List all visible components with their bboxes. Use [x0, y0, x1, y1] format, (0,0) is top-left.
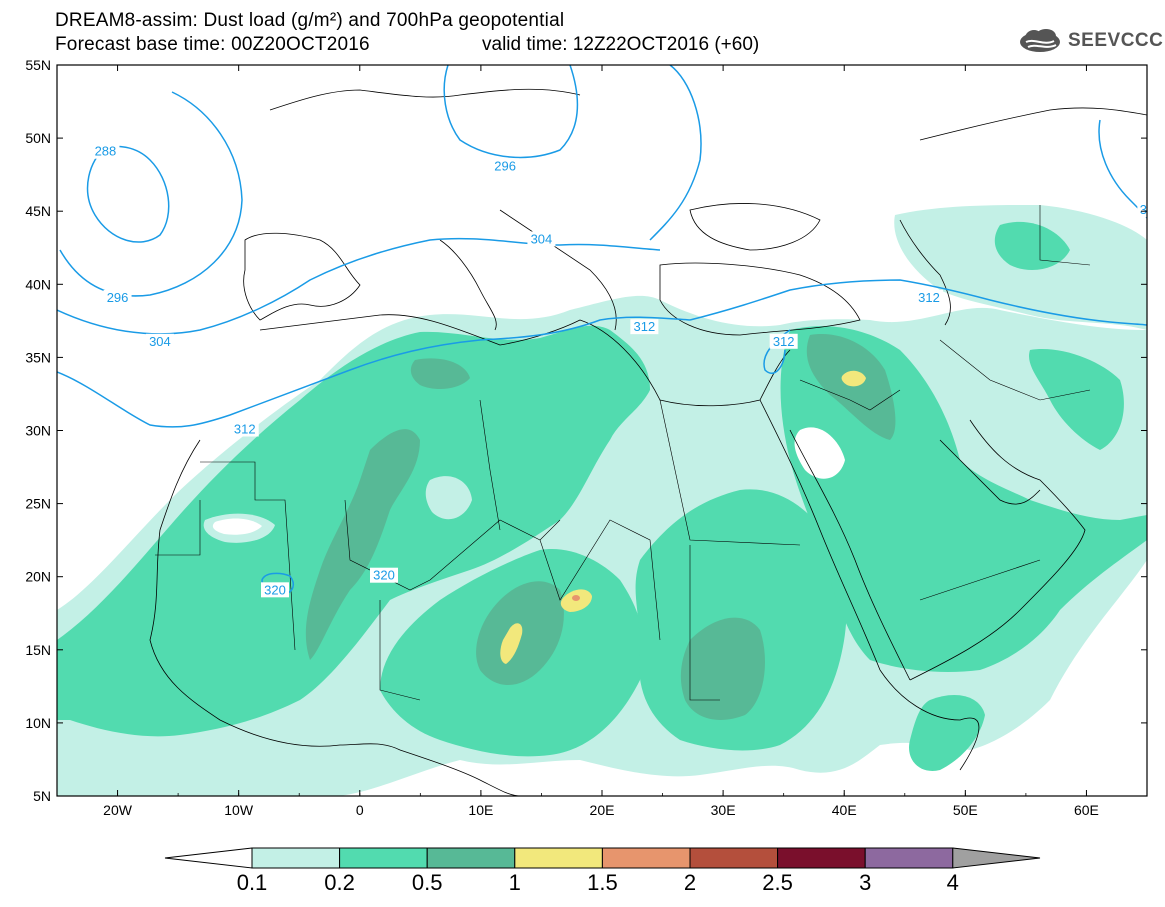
lon-tick-label: 50E — [953, 802, 978, 818]
colorbar-label: 1 — [509, 870, 521, 895]
contour-296-central — [443, 65, 579, 159]
lat-tick-label: 45N — [25, 203, 51, 219]
colorbar-swatch — [601, 847, 691, 869]
colorbar-under-triangle — [164, 847, 253, 869]
dust-load-field — [57, 205, 1147, 796]
cloud-icon — [1020, 29, 1060, 52]
contour-label-bg — [261, 582, 289, 598]
dust-area-yellow — [500, 623, 523, 664]
lat-tick-label: 10N — [25, 715, 51, 731]
lat-tick-label: 15N — [25, 642, 51, 658]
dust-area-dark-iraq — [806, 334, 896, 440]
colorbar-swatch — [689, 847, 779, 869]
contour-label-bg — [91, 143, 120, 159]
contour-label-bg — [103, 289, 132, 305]
dust-area-mid-horn — [909, 695, 985, 771]
coastlines — [149, 88, 1147, 796]
lon-tick-label: 20W — [103, 802, 133, 818]
colorbar-label: 2.5 — [762, 870, 793, 895]
lat-tick-label: 40N — [25, 276, 51, 292]
contour-label-bg — [370, 567, 398, 583]
figure-title: DREAM8-assim: Dust load (g/m²) and 700hP… — [55, 10, 565, 31]
contour-label-bg — [145, 333, 174, 349]
colorbar-label: 2 — [684, 870, 696, 895]
geopotential-contours — [57, 65, 1147, 596]
dust-area-orange — [572, 595, 580, 601]
contour-label: 288 — [95, 144, 117, 159]
colorbar-swatch — [777, 847, 866, 869]
contour-label-bg — [769, 333, 798, 349]
longitude-axis: 20W 10W 0 10E 20E 30E 40E 50E 60E — [56, 65, 1148, 818]
colorbar-swatch — [426, 847, 516, 869]
contour-312-west — [57, 316, 691, 428]
colorbar-label: 1.5 — [587, 870, 618, 895]
borders — [155, 205, 1091, 701]
dust-area-dark-sudan — [680, 617, 765, 720]
contour-label: 304 — [149, 334, 171, 349]
colorbar-swatch — [339, 847, 428, 869]
colorbar-swatch — [514, 847, 603, 869]
contour-label: 312 — [234, 422, 256, 437]
latitude-axis: 55N 50N 45N 40N 35N 30N 25N 20N 15N 10N 5N — [25, 57, 1147, 804]
dust-area-yellow — [841, 370, 866, 387]
colorbar-label: 3 — [859, 870, 871, 895]
colorbar-label: 4 — [947, 870, 959, 895]
contour-label: 304 — [531, 231, 553, 246]
lon-tick-label: 0 — [356, 802, 364, 818]
contour-label: 312 — [773, 334, 795, 349]
contour-label-bg — [491, 158, 520, 174]
colorbar-swatch — [864, 847, 954, 869]
contour-label: 296 — [494, 158, 516, 173]
contour-label: 320 — [373, 568, 395, 583]
contour-label-bg — [915, 289, 943, 305]
contour-288 — [86, 145, 170, 243]
contour-label: 320 — [264, 582, 286, 597]
lat-tick-label: 35N — [25, 349, 51, 365]
contour-label-bg — [230, 421, 259, 437]
lat-tick-label: 25N — [25, 496, 51, 512]
lat-tick-label: 30N — [25, 423, 51, 439]
contour-312-east — [689, 279, 1147, 326]
lon-tick-label: 20E — [590, 802, 615, 818]
contour-label-bg — [527, 231, 556, 247]
lat-tick-label: 20N — [25, 569, 51, 585]
lat-tick-label: 55N — [25, 57, 51, 73]
dust-area-mid-caspian — [994, 221, 1070, 270]
lon-tick-label: 10W — [224, 802, 254, 818]
lat-tick-label: 5N — [33, 788, 51, 804]
colorbar-label: 0.5 — [412, 870, 443, 895]
colorbar-label: 0.2 — [324, 870, 355, 895]
colorbar-label: 0.1 — [237, 870, 268, 895]
contour-label-bg — [1137, 202, 1150, 218]
lon-tick-label: 10E — [468, 802, 493, 818]
contour-label: 312 — [634, 319, 656, 334]
forecast-base-time: Forecast base time: 00Z20OCT2016 — [55, 34, 370, 55]
lon-tick-label: 30E — [711, 802, 736, 818]
contour-296-east — [649, 65, 702, 241]
contour-labels: 288 296 304 312 296 304 312 312 312 320 320 3 — [91, 143, 1150, 598]
lat-tick-label: 50N — [25, 130, 51, 146]
colorbar-over-triangle — [952, 847, 1041, 869]
colorbar-legend: 0.1 0.2 0.5 1 1.5 2 2.5 3 4 — [164, 847, 1041, 895]
contour-304-west — [57, 237, 661, 335]
lon-tick-label: 40E — [832, 802, 857, 818]
clear-pocket — [212, 518, 262, 535]
contour-label: 312 — [918, 290, 940, 305]
valid-time: valid time: 12Z22OCT2016 (+60) — [482, 34, 760, 55]
contour-label: 3 — [1140, 202, 1147, 217]
lon-tick-label: 60E — [1074, 802, 1099, 818]
clear-pocket — [794, 427, 845, 479]
contour-label: 296 — [107, 290, 129, 305]
dust-area-mid-iran — [1029, 349, 1124, 450]
clear-pocket — [425, 476, 472, 520]
contour-296-west — [59, 91, 243, 297]
colorbar-swatch — [251, 847, 341, 869]
dust-area-dark-sahara — [305, 429, 420, 660]
contour-label-bg — [630, 319, 659, 335]
dust-area-dark-algeria — [410, 358, 470, 390]
logo-text: SEEVCCC — [1068, 30, 1164, 51]
